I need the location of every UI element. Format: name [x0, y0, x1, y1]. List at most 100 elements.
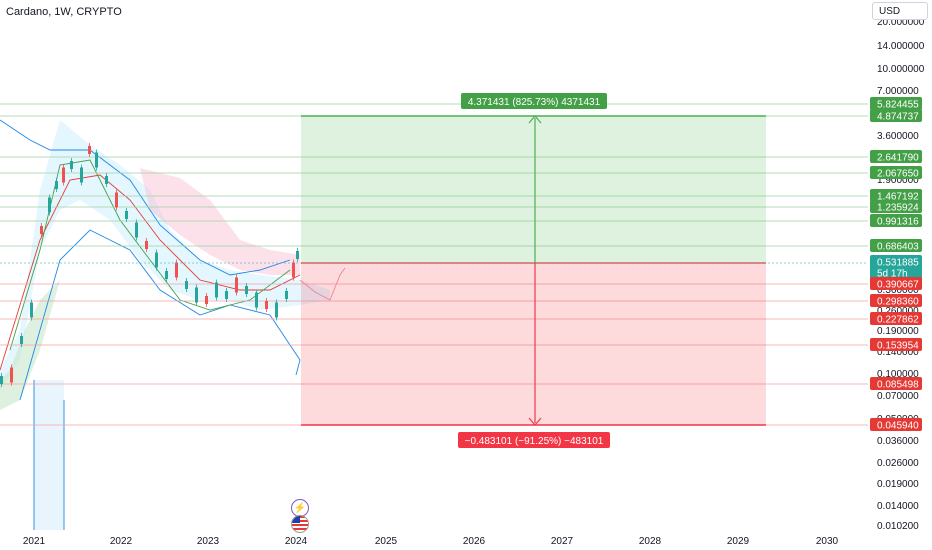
price-tick-label: 0.070000: [877, 391, 919, 402]
currency-button[interactable]: USD: [872, 2, 928, 20]
candle: [165, 271, 168, 279]
time-label: 2028: [639, 536, 662, 547]
candle: [235, 277, 238, 293]
time-label: 2023: [197, 536, 220, 547]
candle: [195, 287, 198, 303]
time-label: 2022: [110, 536, 133, 547]
candle: [292, 262, 295, 278]
price-badge-label: 0.227862: [877, 315, 919, 326]
price-badge: [870, 312, 922, 325]
candle: [285, 291, 288, 299]
candle: [215, 282, 218, 298]
price-badge-label: 5d 17h: [877, 269, 908, 280]
price-tick-label: 0.140000: [877, 347, 919, 358]
loss-zone[interactable]: [301, 263, 766, 425]
candle: [20, 336, 23, 344]
long-position-tool[interactable]: 4.371431 (825.73%) 4371431 −0.483101 (−9…: [301, 93, 766, 448]
target-label: 4.371431 (825.73%) 4371431: [468, 97, 601, 108]
price-badge-label: 0.531885: [877, 258, 919, 269]
price-tick-label: 1.900000: [877, 175, 919, 186]
time-label: 2029: [727, 536, 750, 547]
price-tick-label: 7.000000: [877, 86, 919, 97]
price-tick-label: 0.014000: [877, 501, 919, 512]
time-label: 2021: [23, 536, 46, 547]
price-badge: [870, 166, 922, 179]
candlesticks: [0, 143, 299, 387]
candle: [55, 181, 58, 189]
price-badge: [870, 255, 922, 268]
price-tick-label: 0.010200: [877, 521, 919, 532]
price-badge: [870, 214, 922, 227]
price-tick-label: 14.000000: [877, 41, 925, 52]
price-badge: [870, 97, 922, 110]
price-badge-label: 2.641790: [877, 153, 919, 164]
candle: [62, 167, 65, 183]
price-tick-label: 0.026000: [877, 458, 919, 469]
price-badge-label: 0.686403: [877, 242, 919, 253]
price-tick-label: 0.019000: [877, 479, 919, 490]
indicator-bands: [0, 119, 346, 530]
price-axis[interactable]: 20.000000 14.000000 10.000000 7.000000 3.600…: [868, 0, 932, 550]
price-badge: [870, 377, 922, 390]
price-badge-label: 2.067650: [877, 169, 919, 180]
price-badge: [870, 109, 922, 122]
price-tick-label: 3.600000: [877, 131, 919, 142]
candle: [48, 197, 51, 213]
price-badge-label: 0.298360: [877, 297, 919, 308]
price-badge: [870, 266, 922, 279]
candle: [115, 192, 118, 208]
time-label: 2027: [551, 536, 574, 547]
candle: [10, 367, 13, 383]
price-badge-label: 1.235924: [877, 203, 919, 214]
time-label: 2030: [816, 536, 839, 547]
price-badge: [870, 200, 922, 213]
candle: [105, 176, 108, 184]
price-badge: [870, 277, 922, 290]
price-badge: [870, 338, 922, 351]
stop-label-box[interactable]: [458, 432, 610, 448]
horizontal-levels: [0, 103, 868, 426]
price-badge-label: 0.390667: [877, 280, 919, 291]
candle: [185, 281, 188, 289]
candle: [95, 152, 98, 168]
price-badge: [870, 189, 922, 202]
price-tick-label: 0.260000: [877, 306, 919, 317]
candle: [125, 211, 128, 219]
price-badge-label: 0.085498: [877, 380, 919, 391]
us-flag-icon[interactable]: [291, 515, 309, 533]
time-label: 2026: [463, 536, 486, 547]
stop-label: −0.483101 (−91.25%) −483101: [465, 436, 604, 447]
profit-zone[interactable]: [301, 116, 766, 263]
price-badge: [870, 418, 922, 431]
price-badge: [870, 150, 922, 163]
candle: [275, 302, 278, 318]
price-badge-label: 0.153954: [877, 341, 919, 352]
candle: [155, 252, 158, 268]
price-badge-label: 0.991316: [877, 217, 919, 228]
candle: [145, 241, 148, 249]
candle: [175, 262, 178, 278]
price-tick-label: 10.000000: [877, 64, 925, 75]
candle: [205, 296, 208, 304]
price-badge: [870, 239, 922, 252]
candle: [225, 291, 228, 299]
candle: [245, 286, 248, 294]
price-tick-label: 0.036000: [877, 436, 919, 447]
time-label: 2024: [285, 536, 308, 547]
candle: [88, 146, 91, 154]
price-badge: [870, 294, 922, 307]
candle: [30, 302, 33, 318]
price-tick-label: 0.190000: [877, 326, 919, 337]
price-badge-label: 1.467192: [877, 192, 919, 203]
time-label: 2025: [375, 536, 398, 547]
price-badge-label: 5.824455: [877, 100, 919, 111]
candle: [135, 222, 138, 238]
candle: [296, 251, 299, 259]
symbol-title: Cardano, 1W, CRYPTO: [6, 6, 122, 18]
price-badge-label: 0.045940: [877, 421, 919, 432]
time-axis: 2021 2022 2023 2024 2025 2026 2027 2028 2029 2030: [23, 536, 839, 547]
target-label-box[interactable]: [461, 93, 607, 109]
candle: [255, 292, 258, 308]
price-tick-label: 20.000000: [877, 17, 925, 28]
